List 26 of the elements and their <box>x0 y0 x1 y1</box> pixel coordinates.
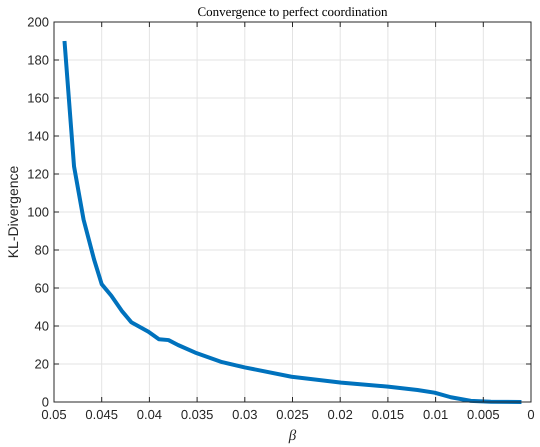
x-tick-label: 0.02 <box>328 407 353 422</box>
x-tick-label: 0.01 <box>422 407 448 422</box>
line-series <box>62 39 524 404</box>
y-tick-label: 40 <box>34 318 49 334</box>
y-tick-label: 100 <box>27 204 49 220</box>
y-tick-label: 20 <box>34 356 49 372</box>
y-tick-label: 180 <box>27 52 49 68</box>
y-tick-label: 200 <box>27 14 49 30</box>
x-tick-label: 0.03 <box>232 407 258 422</box>
x-tick-label: 0.005 <box>467 407 500 422</box>
y-tick-label: 160 <box>27 90 49 106</box>
x-tick-label: 0.025 <box>276 407 309 422</box>
x-tick-label: 0 <box>527 407 535 422</box>
chart-title: Convergence to perfect coordination <box>198 4 388 19</box>
x-tick-label: 0.05 <box>41 407 67 422</box>
y-tick-label: 80 <box>34 242 49 258</box>
x-axis-title: β <box>288 428 297 444</box>
y-tick-label: 140 <box>27 128 49 144</box>
y-tick-label: 120 <box>27 166 49 182</box>
x-tick-label: 0.045 <box>85 407 118 422</box>
x-tick-label: 0.015 <box>372 407 404 422</box>
y-tick-label: 60 <box>34 280 49 296</box>
x-tick-label: 0.035 <box>180 407 214 422</box>
x-tick-label: 0.04 <box>136 407 162 422</box>
y-axis-title: KL-Divergence <box>5 165 21 258</box>
y-tick-label: 0 <box>42 394 49 410</box>
